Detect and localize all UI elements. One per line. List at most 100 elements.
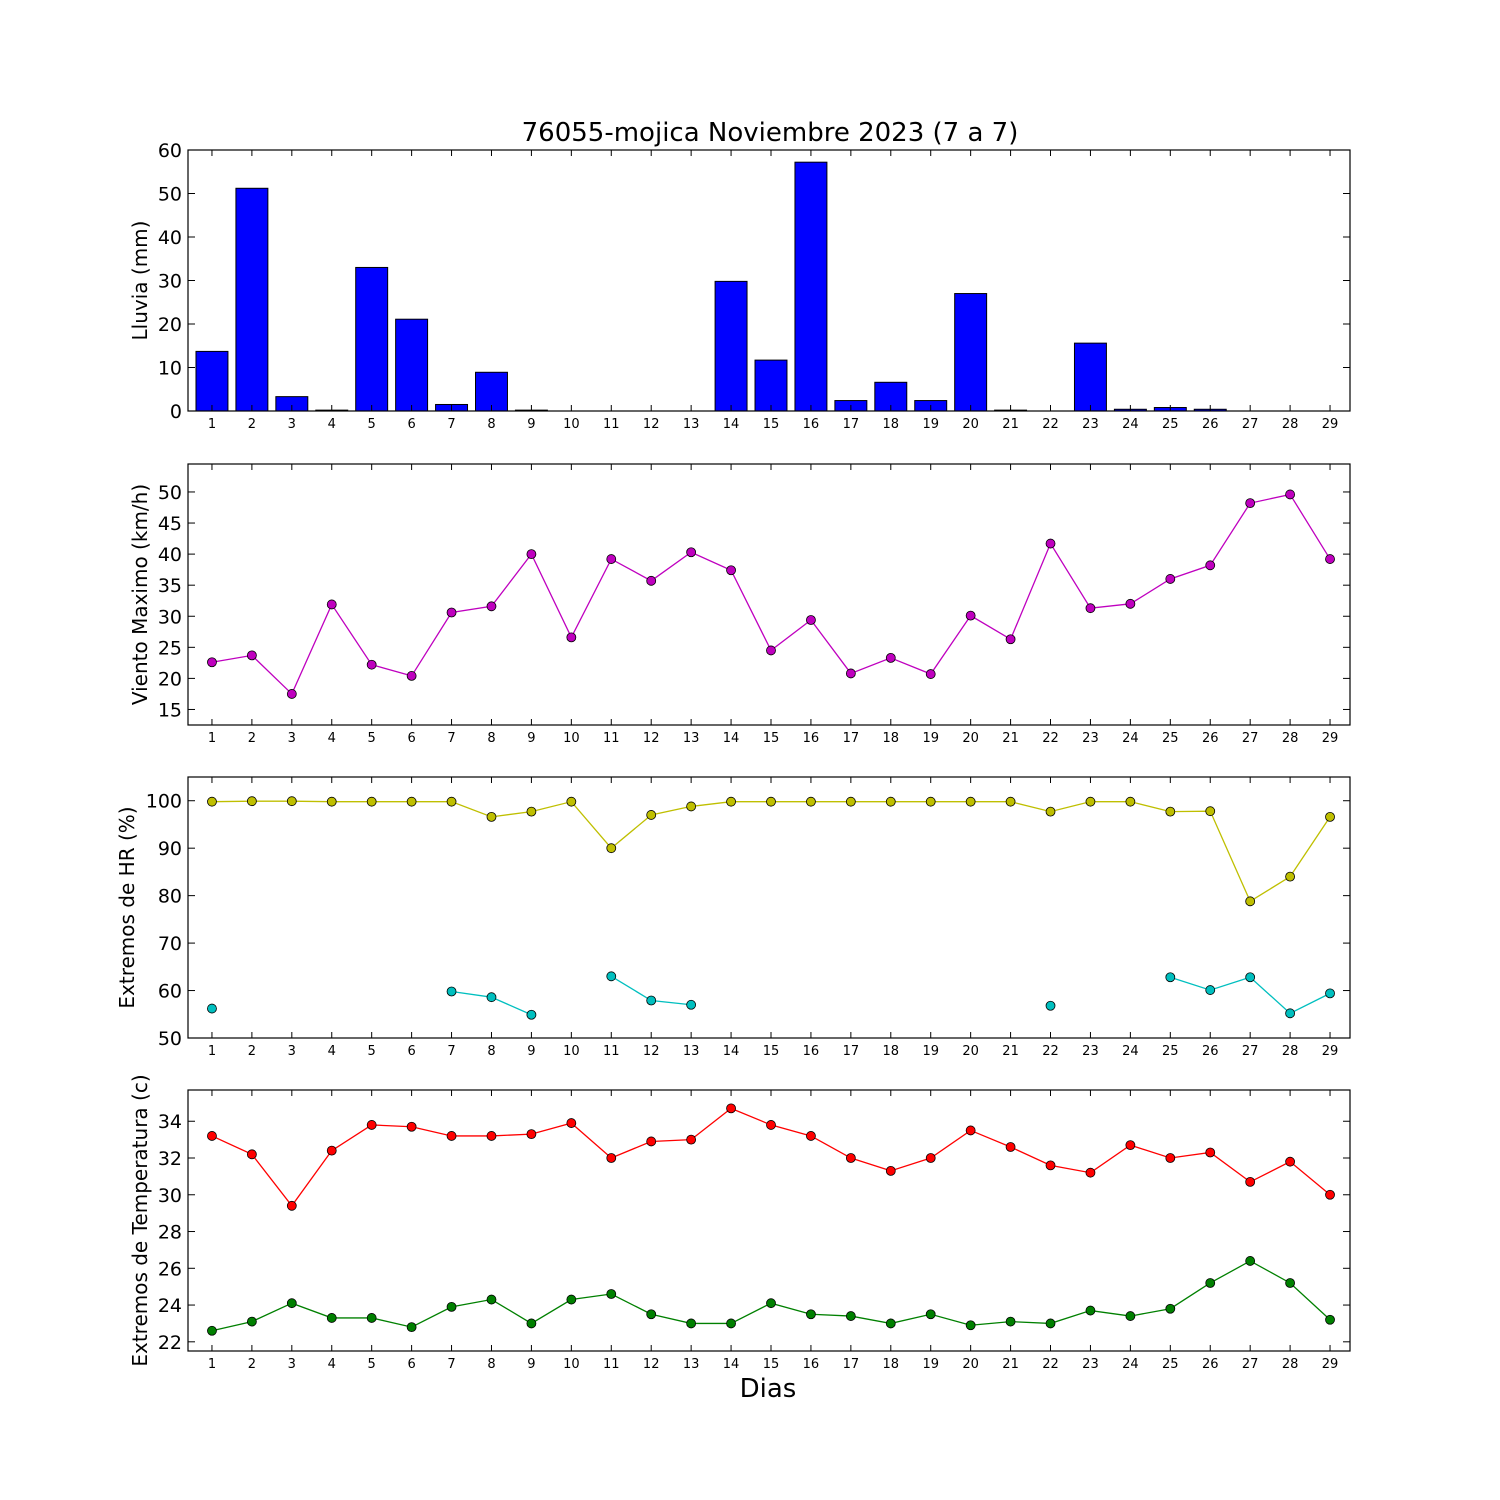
point-hr-series-2-day-22 [1045,1000,1056,1011]
point-temp-series-1-day-13 [686,1134,697,1145]
y-tick-label-temp-30: 30 [158,1185,182,1207]
x-tick-label-lluvia-26: 26 [1202,417,1219,432]
x-tick-label-temp-15: 15 [763,1357,780,1372]
x-tick-label-temp-7: 7 [447,1357,455,1372]
x-tick-label-hr-21: 21 [1002,1044,1019,1059]
x-tick-label-hr-5: 5 [368,1044,376,1059]
point-temp-series-2-day-25 [1165,1303,1176,1314]
bar-lluvia-day-16 [794,161,828,412]
x-tick-label-temp-1: 1 [208,1357,216,1372]
x-tick-label-lluvia-14: 14 [723,417,740,432]
point-viento-series-1-day-20 [965,610,976,621]
y-tick-label-lluvia-30: 30 [158,271,182,293]
point-temp-series-1-day-4 [326,1145,337,1156]
x-tick-label-hr-19: 19 [922,1044,939,1059]
y-tick-label-hr-50: 50 [158,1028,182,1050]
x-tick-label-temp-11: 11 [603,1357,620,1372]
point-hr-series-1-day-23 [1085,796,1096,807]
x-tick-label-lluvia-24: 24 [1122,417,1139,432]
x-tick-label-lluvia-23: 23 [1082,417,1099,432]
x-tick-label-temp-23: 23 [1082,1357,1099,1372]
x-tick-label-viento-12: 12 [643,731,660,746]
x-tick-label-hr-13: 13 [683,1044,700,1059]
point-viento-series-1-day-7 [446,607,457,618]
y-tick-label-lluvia-10: 10 [158,358,182,380]
point-temp-series-2-day-7 [446,1301,457,1312]
x-tick-label-viento-14: 14 [723,731,740,746]
bar-lluvia-day-15 [754,359,788,412]
point-temp-series-2-day-9 [526,1318,537,1329]
point-temp-series-2-day-15 [766,1298,776,1309]
x-tick-label-viento-3: 3 [288,731,296,746]
point-hr-series-1-day-9 [526,806,537,817]
x-tick-label-lluvia-3: 3 [288,417,296,432]
y-tick-label-temp-26: 26 [158,1258,182,1280]
point-temp-series-2-day-11 [606,1289,617,1299]
x-tick-label-lluvia-2: 2 [248,417,256,432]
point-viento-series-1-day-4 [326,599,337,610]
point-viento-series-1-day-26 [1205,560,1216,571]
plot-frame-hr [187,776,1351,1039]
y-tick-label-viento-20: 20 [158,668,182,690]
x-tick-label-lluvia-11: 11 [603,417,620,432]
x-tick-label-viento-1: 1 [208,731,216,746]
bar-lluvia-day-6 [395,318,429,412]
x-tick-label-lluvia-29: 29 [1322,417,1339,432]
x-tick-label-lluvia-20: 20 [962,417,979,432]
point-viento-series-1-day-14 [726,565,736,576]
y-tick-label-viento-15: 15 [158,699,182,721]
x-tick-label-viento-19: 19 [922,731,939,746]
x-tick-label-lluvia-1: 1 [208,417,216,432]
y-tick-label-viento-25: 25 [158,637,182,659]
x-tick-label-lluvia-8: 8 [487,417,495,432]
y-tick-label-viento-35: 35 [158,575,182,597]
x-tick-label-hr-7: 7 [447,1044,455,1059]
x-tick-label-viento-16: 16 [803,731,820,746]
x-tick-label-hr-16: 16 [803,1044,820,1059]
y-tick-label-lluvia-60: 60 [158,140,182,162]
point-temp-series-2-day-19 [925,1309,936,1320]
bar-lluvia-day-1 [195,350,229,412]
point-viento-series-1-day-15 [766,645,776,656]
point-temp-series-1-day-15 [766,1120,776,1130]
point-viento-series-1-day-21 [1005,634,1016,645]
x-tick-label-temp-13: 13 [683,1357,700,1372]
x-tick-label-lluvia-6: 6 [407,417,415,432]
x-tick-label-hr-2: 2 [248,1044,256,1059]
point-hr-series-1-day-24 [1125,796,1136,807]
point-viento-series-1-day-16 [806,615,816,625]
x-tick-label-lluvia-17: 17 [843,417,860,432]
x-tick-label-temp-3: 3 [288,1357,296,1372]
x-tick-label-hr-17: 17 [843,1044,860,1059]
plot-frame-temp [187,1089,1351,1352]
point-viento-series-1-day-10 [566,632,577,643]
point-hr-series-1-day-1 [207,796,217,807]
point-hr-series-2-day-8 [486,992,497,1003]
x-tick-label-lluvia-25: 25 [1162,417,1179,432]
point-temp-series-2-day-29 [1325,1314,1335,1325]
point-viento-series-1-day-11 [606,554,617,564]
x-tick-label-lluvia-10: 10 [563,417,580,432]
point-hr-series-1-day-19 [925,796,936,807]
x-tick-label-temp-18: 18 [883,1357,900,1372]
x-tick-label-viento-15: 15 [763,731,780,746]
point-temp-series-1-day-10 [566,1118,577,1128]
point-temp-series-2-day-18 [885,1318,896,1329]
point-temp-series-1-day-12 [646,1136,657,1147]
x-tick-label-temp-17: 17 [843,1357,860,1372]
point-temp-series-2-day-23 [1085,1305,1096,1316]
x-tick-label-viento-4: 4 [328,731,336,746]
x-tick-label-viento-27: 27 [1242,731,1259,746]
point-hr-series-1-day-8 [486,811,497,822]
x-tick-label-hr-10: 10 [563,1044,580,1059]
x-tick-label-viento-21: 21 [1002,731,1019,746]
x-tick-label-temp-28: 28 [1282,1357,1299,1372]
point-temp-series-1-day-2 [246,1149,257,1160]
y-tick-label-hr-80: 80 [158,886,182,908]
point-hr-series-2-day-9 [526,1009,537,1020]
point-temp-series-1-day-25 [1165,1153,1176,1163]
